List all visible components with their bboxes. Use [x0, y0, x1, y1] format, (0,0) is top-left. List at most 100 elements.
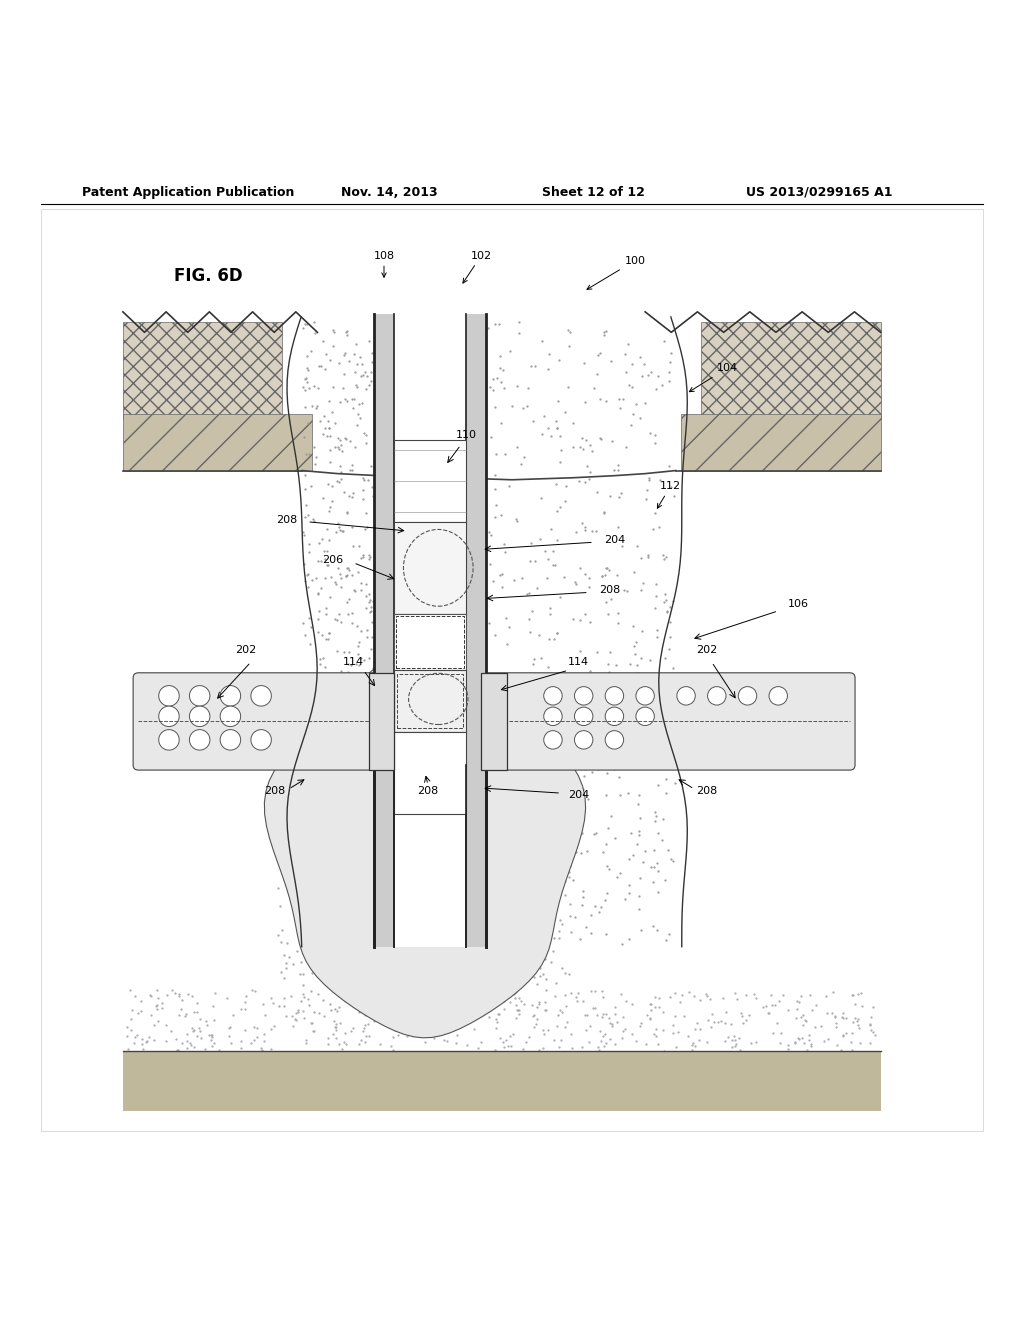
Point	[291, 711, 307, 733]
Point	[710, 715, 726, 737]
Point	[165, 730, 181, 751]
Point	[801, 698, 817, 719]
Point	[524, 1006, 541, 1027]
Point	[503, 735, 519, 756]
Point	[151, 682, 167, 704]
Point	[350, 676, 367, 697]
Point	[506, 694, 522, 715]
Point	[729, 682, 745, 704]
Point	[738, 1010, 755, 1031]
Point	[441, 708, 458, 729]
Point	[306, 1002, 323, 1023]
Point	[555, 830, 571, 851]
Point	[295, 318, 311, 339]
Point	[362, 898, 379, 919]
Point	[316, 784, 333, 805]
Point	[387, 1019, 403, 1040]
Point	[547, 986, 563, 1007]
Point	[119, 1024, 135, 1045]
Point	[282, 760, 298, 781]
Point	[399, 1026, 416, 1047]
Point	[164, 979, 180, 1001]
Point	[637, 841, 653, 862]
Circle shape	[159, 730, 179, 750]
Point	[319, 738, 336, 759]
Circle shape	[574, 731, 593, 748]
Point	[358, 627, 375, 648]
Point	[302, 775, 318, 796]
Point	[308, 446, 325, 467]
Point	[632, 346, 648, 367]
Point	[658, 589, 675, 610]
Point	[166, 739, 182, 760]
Point	[381, 1002, 397, 1023]
Point	[298, 902, 314, 923]
Circle shape	[417, 577, 433, 594]
Point	[550, 391, 566, 412]
Point	[219, 693, 236, 714]
Point	[847, 994, 863, 1015]
Point	[284, 750, 300, 771]
Point	[790, 747, 806, 768]
Point	[344, 862, 360, 883]
Point	[758, 995, 774, 1016]
Point	[369, 970, 385, 991]
Point	[492, 962, 508, 983]
Point	[355, 969, 372, 990]
Point	[375, 846, 391, 867]
Point	[625, 738, 641, 759]
Point	[598, 391, 614, 412]
Point	[310, 711, 327, 733]
Point	[321, 1027, 337, 1048]
Point	[340, 661, 356, 682]
Point	[283, 986, 299, 1007]
Point	[557, 491, 573, 512]
Point	[361, 1026, 378, 1047]
Point	[297, 570, 313, 591]
Point	[658, 602, 675, 623]
Point	[263, 718, 280, 739]
Point	[204, 727, 220, 748]
Point	[209, 721, 225, 742]
Point	[685, 985, 701, 1006]
Point	[716, 688, 732, 709]
Point	[357, 810, 374, 832]
Point	[162, 725, 178, 746]
Point	[460, 874, 476, 895]
Point	[733, 722, 750, 743]
Point	[499, 911, 515, 932]
Point	[291, 781, 307, 803]
Point	[581, 686, 597, 708]
Point	[539, 568, 555, 589]
Point	[628, 632, 644, 653]
Point	[476, 919, 493, 940]
Point	[525, 653, 542, 675]
Point	[417, 1031, 433, 1052]
Point	[656, 591, 673, 612]
Point	[325, 706, 341, 727]
Point	[502, 341, 518, 362]
Point	[647, 987, 664, 1008]
Point	[613, 1028, 630, 1049]
Circle shape	[605, 731, 624, 748]
Point	[342, 702, 358, 723]
Point	[598, 730, 614, 751]
Point	[506, 689, 522, 710]
Point	[328, 521, 344, 543]
Point	[282, 681, 298, 702]
Point	[534, 743, 550, 764]
Point	[246, 692, 262, 713]
Point	[299, 565, 315, 586]
Point	[240, 722, 256, 743]
Point	[276, 743, 293, 764]
Point	[303, 714, 319, 735]
Point	[613, 983, 630, 1005]
Point	[339, 883, 355, 904]
Point	[315, 424, 332, 445]
Point	[305, 375, 322, 396]
Point	[426, 1028, 442, 1049]
Point	[316, 838, 333, 859]
Point	[395, 887, 412, 908]
Point	[346, 756, 362, 777]
Point	[352, 706, 369, 727]
